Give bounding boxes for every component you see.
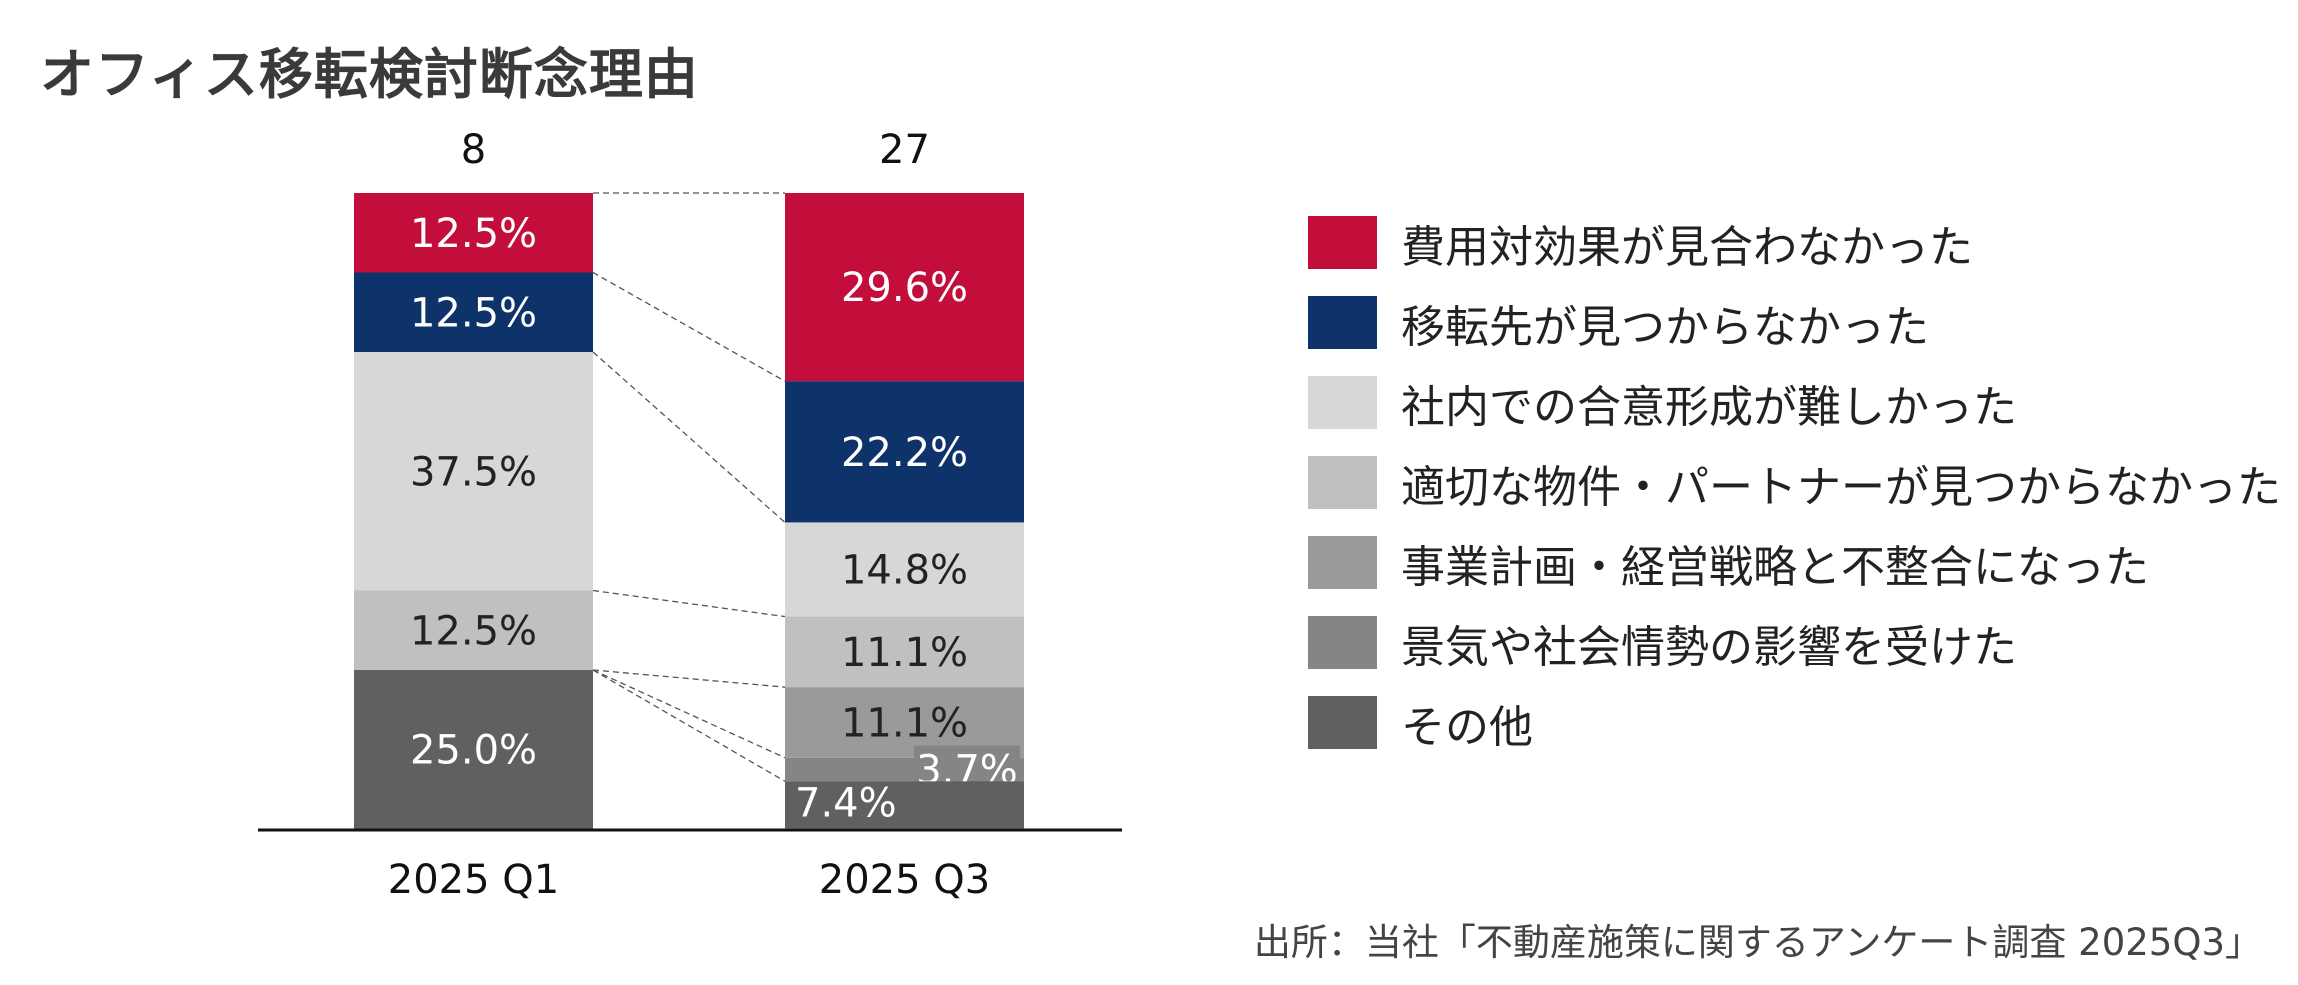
value-label: 29.6% [841,265,968,311]
value-label: 22.2% [841,430,968,476]
legend-label: 景気や社会情勢の影響を受けた [1401,621,2017,673]
total-label: 8 [461,127,486,173]
value-label: 25.0% [410,728,537,774]
value-label: 11.1% [841,630,968,676]
value-label: 11.1% [841,700,968,746]
bar-segment [785,381,1024,523]
value-label: 12.5% [410,290,537,336]
legend-label: 事業計画・経営戦略と不整合になった [1401,541,2149,593]
connector-line [592,669,786,782]
legend-swatch [1308,456,1377,509]
legend-swatch [1308,536,1377,589]
bar-segment [785,781,1024,829]
connector-line [592,351,786,523]
legend-label: 費用対効果が見合わなかった [1401,221,1973,273]
bar-segment [785,522,1024,617]
bar-segment [354,670,593,829]
legend-swatch [1308,696,1377,749]
legend-item: 移転先が見つからなかった [1308,296,2281,353]
bar-segment [354,590,593,670]
legend-swatch [1308,296,1377,349]
legend-label: 移転先が見つからなかった [1401,301,1929,353]
connector-line [592,669,786,688]
legend-label: その他 [1401,701,1533,753]
x-tick-label: 2025 Q3 [819,857,990,903]
value-label: 37.5% [410,449,537,495]
bar-segment [354,352,593,591]
legend-item: 費用対効果が見合わなかった [1308,216,2281,273]
legend-swatch [1308,376,1377,429]
connector-line [592,271,786,382]
value-label: 12.5% [410,608,537,654]
bar-segment [785,193,1024,382]
legend: 費用対効果が見合わなかった 移転先が見つからなかった 社内での合意形成が難しかっ… [1308,216,2281,776]
value-label: 12.5% [410,211,537,257]
chart-title: オフィス移転検討断念理由 [40,43,699,106]
legend-label: 社内での合意形成が難しかった [1401,381,2017,433]
value-label: 7.4% [795,780,897,826]
value-label: 14.8% [841,548,968,594]
legend-item: 景気や社会情勢の影響を受けた [1308,616,2281,673]
connector-line [592,589,786,618]
source-note: 出所：当社「不動産施策に関するアンケート調査 2025Q3」 [1253,921,2262,964]
legend-item: 事業計画・経営戦略と不整合になった [1308,536,2281,593]
legend-item: その他 [1308,696,2281,753]
legend-label: 適切な物件・パートナーが見つからなかった [1401,461,2281,513]
bar-segment [785,616,1024,688]
bar-segment [354,272,593,352]
connector-line [592,669,786,759]
x-tick-label: 2025 Q1 [388,857,559,903]
total-label: 27 [879,127,930,173]
legend-item: 適切な物件・パートナーが見つからなかった [1308,456,2281,513]
legend-swatch [1308,216,1377,269]
legend-swatch [1308,616,1377,669]
legend-item: 社内での合意形成が難しかった [1308,376,2281,433]
bar-segment [354,193,593,273]
